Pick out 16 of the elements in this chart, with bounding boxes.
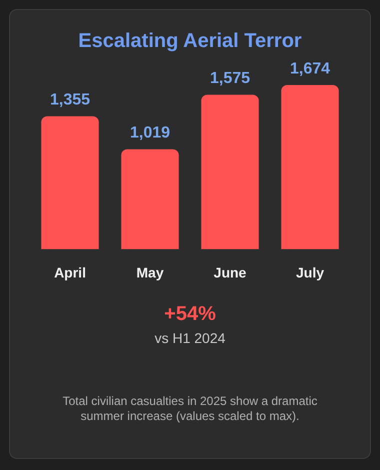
data-label: 1,575 xyxy=(210,70,250,88)
bar xyxy=(41,116,99,250)
data-label: 1,019 xyxy=(130,124,170,142)
text: Total civilian casualties in 2025 show a dramatic summer increase (values scaled to max). xyxy=(62,394,318,424)
text: vs H1 2024 xyxy=(154,330,226,346)
x-tick-label: April xyxy=(54,264,86,280)
x-tick-label: June xyxy=(214,264,247,280)
chart-title: Escalating Aerial Terror xyxy=(77,30,303,53)
text: +54% xyxy=(163,303,217,326)
x-tick-label: July xyxy=(296,264,324,280)
x-tick-label: May xyxy=(136,264,164,280)
bar xyxy=(201,94,259,250)
bar xyxy=(121,149,179,250)
bar xyxy=(281,85,339,250)
data-label: 1,674 xyxy=(290,60,330,78)
data-label: 1,355 xyxy=(50,92,90,109)
